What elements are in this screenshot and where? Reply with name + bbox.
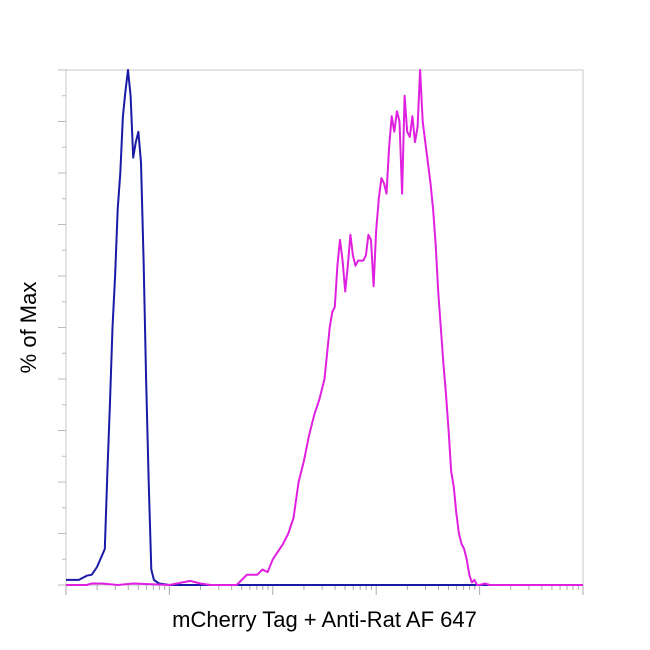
plot-frame bbox=[65, 69, 584, 586]
series-layer bbox=[66, 69, 583, 586]
histogram-series-1 bbox=[66, 69, 583, 586]
histogram-series-2 bbox=[66, 69, 583, 586]
x-axis-label: mCherry Tag + Anti-Rat AF 647 bbox=[172, 607, 477, 632]
y-axis-label: % of Max bbox=[16, 282, 41, 374]
axis-ticks bbox=[58, 69, 584, 595]
